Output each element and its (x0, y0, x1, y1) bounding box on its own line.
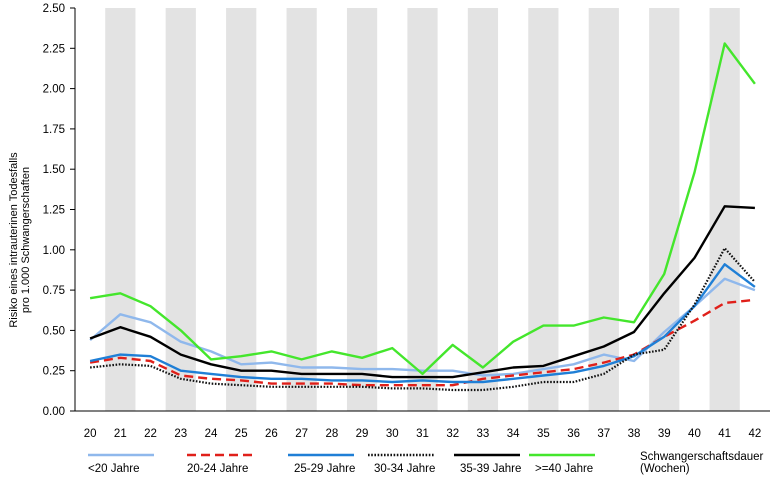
background-bands (74, 8, 770, 412)
background-band (165, 8, 196, 411)
x-axis-label-line: Schwangerschaftsdauer (640, 451, 764, 463)
y-tick-label: 1.50 (43, 164, 65, 176)
legend-label: 30-34 Jahre (374, 463, 435, 475)
y-axis-label: Risiko eines intrauterinen Todesfallspro… (8, 152, 32, 328)
background-band (105, 8, 136, 411)
x-axis-ticks: 20 21 22 23 24 25 26 27 28 29 30 31 32 33 34 35 36 37 38 39… (84, 428, 762, 440)
x-tick-label: 34 (507, 428, 520, 440)
x-tick-label: 39 (658, 428, 671, 440)
x-tick-label: 40 (688, 428, 701, 440)
series-line-30-34-jahre (89, 247, 756, 392)
background-band (649, 8, 680, 411)
y-tick-label: 0.00 (43, 406, 65, 418)
x-tick-label: 30 (386, 428, 399, 440)
legend: <20 Jahre 20-24 Jahre 25-29 Jahre 30-34 Jah… (88, 453, 595, 475)
background-band (709, 8, 740, 411)
background-band (286, 8, 317, 411)
x-tick-label: 32 (446, 428, 459, 440)
x-tick-label: 31 (416, 428, 429, 440)
legend-label: 35-39 Jahre (460, 463, 521, 475)
series-line-40-jahre (89, 42, 756, 376)
series-lines (89, 42, 756, 392)
series-line-25-29-jahre (89, 263, 756, 384)
x-axis-label-line: (Wochen) (640, 463, 690, 475)
background-band (467, 8, 499, 411)
y-tick-label: 0.50 (43, 325, 65, 337)
background-band (346, 8, 378, 411)
x-tick-label: 25 (235, 428, 248, 440)
y-tick-label: 0.25 (43, 366, 65, 378)
x-axis-label: Schwangerschaftsdauer (Wochen) (640, 451, 764, 475)
x-tick-label: 26 (265, 428, 278, 440)
legend-label: >=40 Jahre (535, 463, 593, 475)
y-axis-ticks: 0.00 0.25 0.50 0.75 1.00 1.25 1.50 1.75 2.00 2.25… (43, 3, 75, 418)
x-tick-label: 41 (718, 428, 731, 440)
background-band (407, 8, 438, 411)
x-tick-label: 35 (537, 428, 550, 440)
background-band (588, 8, 619, 411)
y-tick-label: 1.75 (43, 124, 65, 136)
x-tick-label: 37 (597, 428, 610, 440)
legend-label: 25-29 Jahre (294, 463, 355, 475)
x-tick-label: 29 (356, 428, 369, 440)
legend-label: <20 Jahre (88, 463, 139, 475)
y-axis-label-line: pro 1.000 Schwangerschaften (20, 167, 32, 313)
x-tick-label: 27 (295, 428, 308, 440)
y-tick-label: 2.25 (43, 43, 65, 55)
background-band (528, 8, 559, 411)
background-band (226, 8, 257, 411)
y-axis-label-line: Risiko eines intrauterinen Todesfalls (8, 152, 20, 328)
x-tick-label: 23 (174, 428, 187, 440)
y-tick-label: 1.25 (43, 205, 65, 217)
x-tick-label: 22 (144, 428, 157, 440)
x-tick-label: 28 (325, 428, 338, 440)
series-line-35-39-jahre (89, 205, 755, 379)
y-tick-label: 2.00 (43, 84, 65, 96)
x-tick-label: 36 (567, 428, 580, 440)
y-tick-label: 1.00 (43, 245, 65, 257)
x-tick-label: 42 (748, 428, 761, 440)
x-tick-label: 24 (205, 428, 218, 440)
y-tick-label: 0.75 (43, 285, 65, 297)
y-tick-label: 2.50 (43, 3, 65, 15)
x-tick-label: 33 (477, 428, 490, 440)
x-tick-label: 38 (628, 428, 641, 440)
x-tick-label: 21 (114, 428, 127, 440)
x-tick-label: 20 (84, 428, 97, 440)
legend-label: 20-24 Jahre (187, 463, 248, 475)
